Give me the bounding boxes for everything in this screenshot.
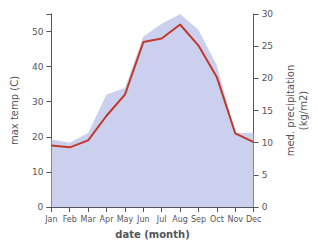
svg-text:Jan: Jan	[44, 215, 57, 224]
svg-text:Jul: Jul	[156, 215, 167, 224]
svg-text:30: 30	[32, 97, 44, 107]
svg-text:Sep: Sep	[191, 215, 206, 224]
svg-text:25: 25	[262, 41, 273, 51]
svg-text:Nov: Nov	[227, 215, 243, 224]
svg-text:max temp (C): max temp (C)	[9, 76, 20, 145]
svg-text:30: 30	[262, 9, 274, 19]
svg-text:0: 0	[38, 202, 44, 212]
svg-text:10: 10	[32, 167, 44, 177]
svg-text:Oct: Oct	[210, 215, 224, 224]
svg-text:med. precipitation: med. precipitation	[285, 65, 296, 157]
svg-text:Aug: Aug	[172, 215, 188, 224]
svg-text:5: 5	[262, 170, 268, 180]
svg-text:20: 20	[262, 73, 274, 83]
svg-text:15: 15	[262, 106, 273, 116]
svg-text:50: 50	[32, 27, 44, 37]
svg-text:Apr: Apr	[100, 215, 115, 224]
svg-text:(kg/m2): (kg/m2)	[298, 91, 309, 131]
svg-text:10: 10	[262, 138, 274, 148]
svg-text:date (month): date (month)	[115, 229, 189, 240]
svg-text:Feb: Feb	[63, 215, 77, 224]
svg-text:Dec: Dec	[246, 215, 261, 224]
svg-text:May: May	[117, 215, 134, 224]
svg-text:20: 20	[32, 132, 44, 142]
svg-text:40: 40	[32, 62, 44, 72]
svg-text:Mar: Mar	[81, 215, 97, 224]
svg-text:Jun: Jun	[136, 215, 150, 224]
svg-text:0: 0	[262, 202, 268, 212]
